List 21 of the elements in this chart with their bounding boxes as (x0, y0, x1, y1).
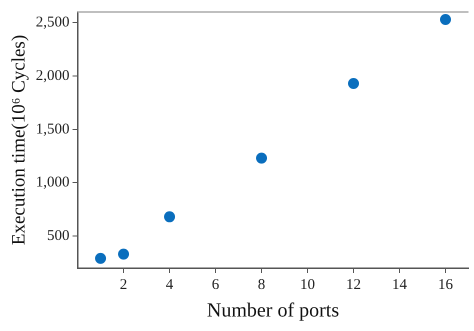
y-axis-title: Execution time(10⁶ Cycles) (8, 34, 30, 246)
x-tick-label: 14 (392, 276, 408, 293)
x-tick-label: 12 (346, 276, 362, 293)
point (164, 211, 176, 222)
x-tick-label: 4 (166, 276, 174, 293)
point (440, 14, 452, 25)
y-tick-label: 500 (47, 228, 70, 244)
point (256, 152, 268, 164)
point (118, 248, 130, 260)
x-tick-label: 8 (258, 276, 266, 293)
x-tick-label: 2 (120, 276, 128, 293)
x-tick-label: 16 (438, 276, 454, 293)
x-tick-label: 6 (212, 276, 220, 293)
y-tick-label: 2,500 (36, 14, 70, 31)
y-tick-label: 2,000 (36, 68, 70, 84)
y-tick-label: 1,500 (36, 121, 70, 138)
x-axis-title: Number of ports (206, 299, 340, 322)
point (348, 78, 360, 89)
y-tick-label: 1,000 (36, 174, 70, 191)
x-tick-label: 10 (300, 276, 316, 293)
point (95, 252, 106, 264)
